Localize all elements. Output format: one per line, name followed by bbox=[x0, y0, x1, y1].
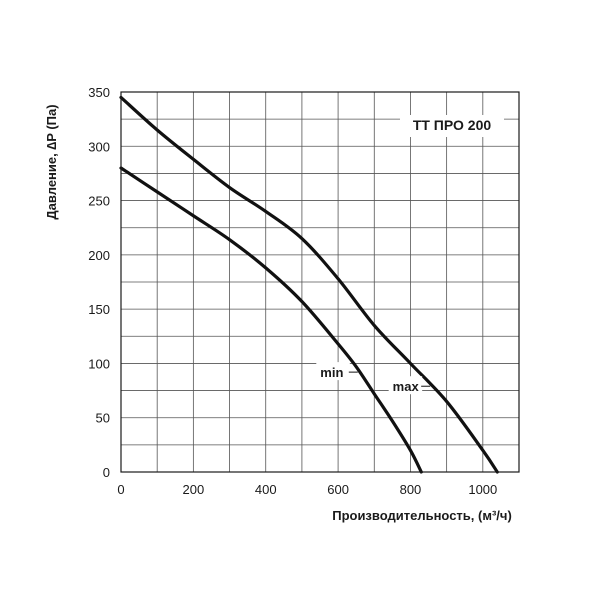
grid bbox=[121, 92, 519, 472]
annotation-label-max: max bbox=[393, 379, 420, 394]
y-tick-label: 50 bbox=[96, 411, 110, 426]
y-tick-label: 200 bbox=[88, 248, 110, 263]
y-tick-label: 0 bbox=[103, 465, 110, 480]
chart-title-background bbox=[400, 115, 504, 137]
chart-title: ТТ ПРО 200 bbox=[413, 117, 492, 133]
x-tick-label: 400 bbox=[255, 482, 277, 497]
y-tick-label: 150 bbox=[88, 302, 110, 317]
y-tick-label: 250 bbox=[88, 194, 110, 209]
x-axis-title: Производительность, (м³/ч) bbox=[332, 508, 512, 523]
x-tick-label: 0 bbox=[117, 482, 124, 497]
annotations: max min bbox=[316, 362, 431, 395]
x-tick-label: 1000 bbox=[468, 482, 497, 497]
annotation-background bbox=[316, 362, 350, 381]
annotation-label-min: min bbox=[320, 365, 343, 380]
y-tick-label: 300 bbox=[88, 139, 110, 154]
series-layer bbox=[119, 95, 499, 474]
plot-frame bbox=[120, 91, 520, 473]
y-axis-title: Давление, ∆P (Па) bbox=[44, 104, 59, 219]
series-line-max bbox=[119, 95, 499, 474]
x-tick-label: 600 bbox=[327, 482, 349, 497]
chart-title-box: ТТ ПРО 200 bbox=[400, 115, 504, 137]
x-tick-label: 800 bbox=[400, 482, 422, 497]
tick-labels: 0 200 400 600 800 1000 0 50 100 150 200 250 300 350 bbox=[88, 85, 497, 497]
series-line-min bbox=[119, 166, 423, 474]
y-tick-label: 350 bbox=[88, 85, 110, 100]
y-tick-label: 100 bbox=[88, 356, 110, 371]
x-tick-label: 200 bbox=[183, 482, 205, 497]
annotation-background bbox=[388, 376, 423, 395]
